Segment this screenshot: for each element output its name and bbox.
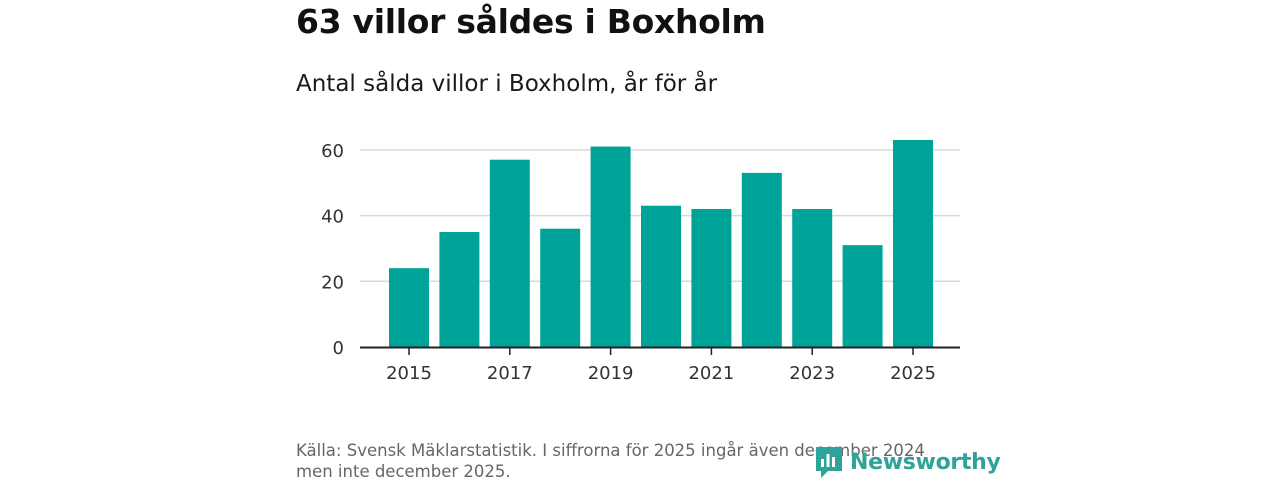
bars <box>389 140 933 347</box>
y-tick-label: 20 <box>321 272 344 293</box>
brand-name: Newsworthy <box>850 449 1001 475</box>
x-tick-label: 2025 <box>890 363 936 384</box>
x-tick-label: 2021 <box>688 363 734 384</box>
bar-2022 <box>741 172 782 347</box>
bar-2023 <box>792 209 833 347</box>
x-tick-label: 2023 <box>789 363 835 384</box>
x-tick-label: 2015 <box>386 363 432 384</box>
bar-2025 <box>893 140 933 347</box>
bar-2024 <box>842 245 883 347</box>
bar-2019 <box>590 146 631 347</box>
y-tick-label: 40 <box>321 207 344 228</box>
bar-2021 <box>691 209 732 347</box>
axes <box>360 346 960 355</box>
newsworthy-logo-icon <box>816 447 842 478</box>
tick-labels: 0 20 40 60 2015 2017 2019 2021 2023 2025 <box>321 141 936 384</box>
bar-2015 <box>389 268 429 347</box>
source-note: Källa: Svensk Mäklarstatistik. I siffror… <box>296 441 925 481</box>
bar-2017 <box>489 159 530 347</box>
y-tick-label: 60 <box>321 141 344 162</box>
headline: 63 villor såldes i Boxholm <box>296 2 766 41</box>
chart-subtitle: Antal sålda villor i Boxholm, år för år <box>296 71 718 97</box>
bar-2018 <box>540 228 581 347</box>
x-tick-label: 2019 <box>588 363 634 384</box>
bar-chart: 0 20 40 60 2015 2017 2019 2021 2023 2025 <box>321 140 960 384</box>
brand-logo: Newsworthy <box>814 444 1001 480</box>
x-tick-label: 2017 <box>487 363 533 384</box>
bar-2016 <box>439 232 480 347</box>
y-tick-label: 0 <box>333 338 344 359</box>
bar-2020 <box>641 205 681 347</box>
